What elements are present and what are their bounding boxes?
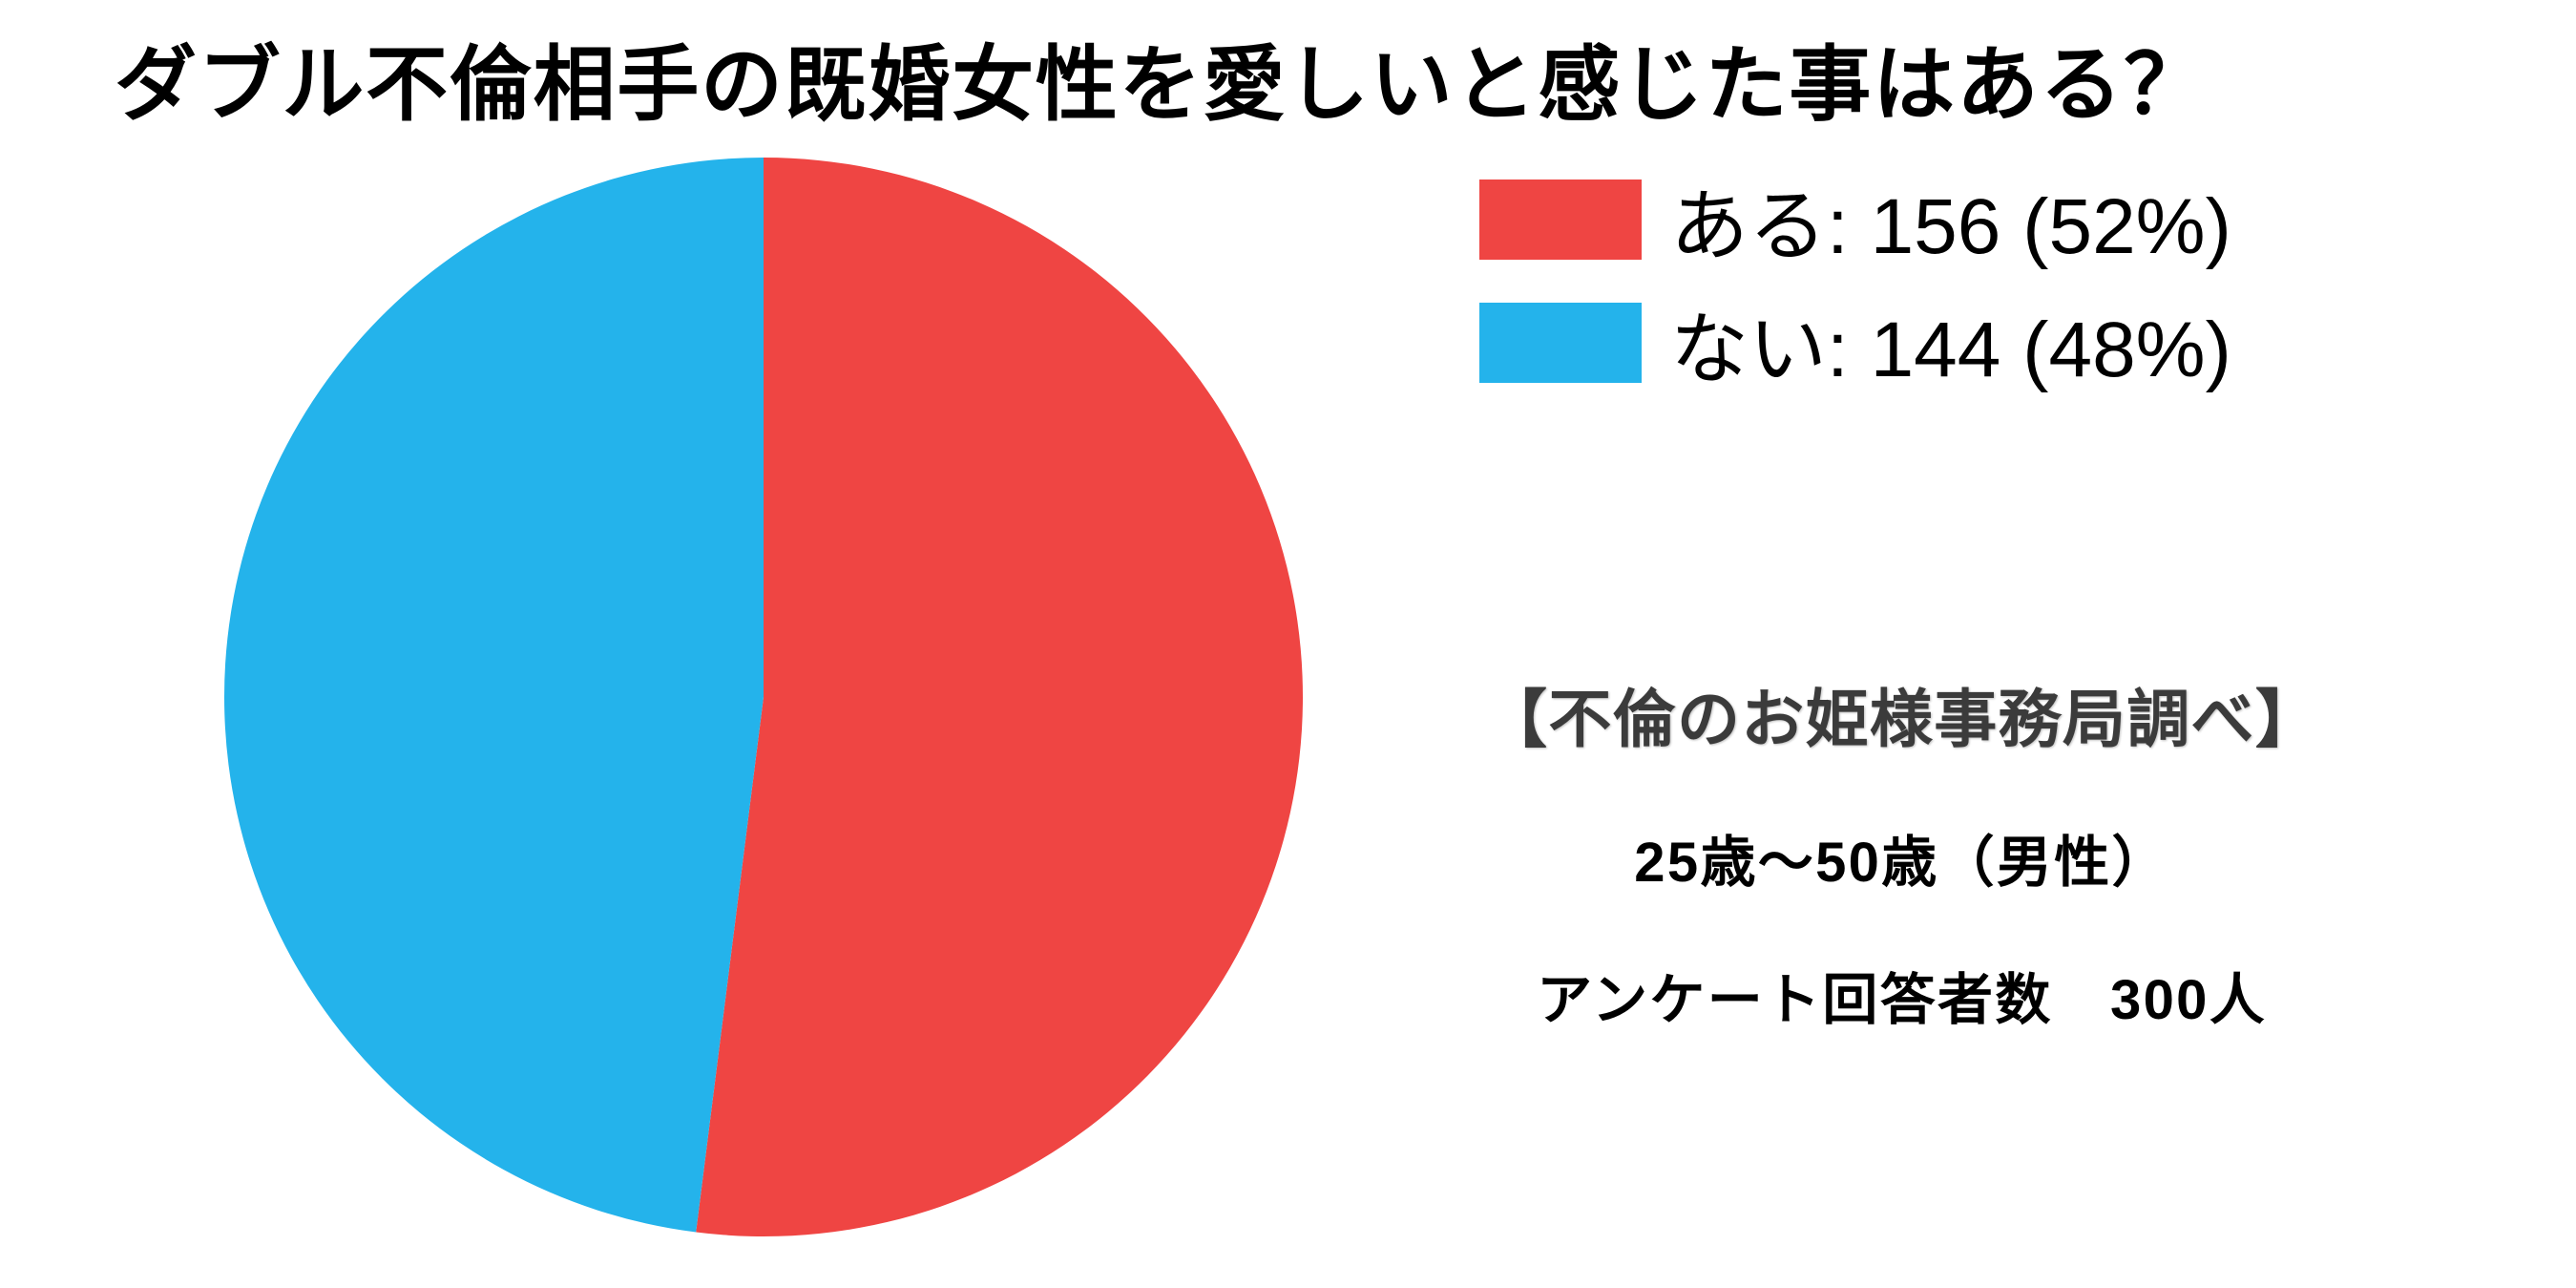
source-line: 【不倫のお姫様事務局調べ】 [1484,668,2319,760]
chart-container: ダブル不倫相手の既婚女性を愛しいと感じた事はある？ ある: 156 (52%) … [0,0,2576,1288]
respondents-line: アンケート回答者数 300人 [1484,955,2319,1035]
legend-swatch [1479,303,1642,383]
chart-title: ダブル不倫相手の既婚女性を愛しいと感じた事はある？ [115,17,2208,137]
pie-slice [224,158,764,1233]
legend-swatch [1479,179,1642,260]
demographics-line: 25歳～50歳（男性） [1484,817,2319,897]
legend-item: ない: 144 (48%) [1479,285,2231,399]
legend-label: ない: 144 (48%) [1670,285,2231,399]
legend: ある: 156 (52%) ない: 144 (48%) [1479,162,2231,409]
legend-item: ある: 156 (52%) [1479,162,2231,276]
legend-label: ある: 156 (52%) [1670,162,2231,276]
pie-chart [224,158,1303,1236]
pie-slice [696,158,1303,1236]
source-block: 【不倫のお姫様事務局調べ】 25歳～50歳（男性） アンケート回答者数 300人 [1484,668,2319,1035]
